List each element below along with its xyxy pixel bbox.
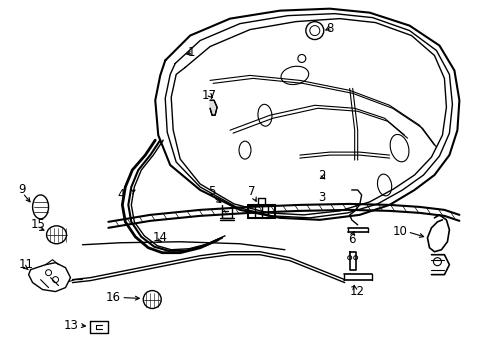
Polygon shape <box>210 100 217 115</box>
Text: 10: 10 <box>392 225 407 238</box>
Text: 17: 17 <box>202 89 217 102</box>
Text: 14: 14 <box>152 231 167 244</box>
Text: 1: 1 <box>188 46 195 59</box>
Text: 11: 11 <box>19 258 34 271</box>
Text: 7: 7 <box>247 185 255 198</box>
Text: 6: 6 <box>347 233 354 246</box>
Text: 2: 2 <box>317 168 325 181</box>
Text: 12: 12 <box>349 285 364 298</box>
Text: 5: 5 <box>208 185 215 198</box>
Text: 15: 15 <box>31 218 45 231</box>
Text: 16: 16 <box>105 291 120 304</box>
Text: 13: 13 <box>63 319 78 332</box>
Text: 3: 3 <box>317 192 325 204</box>
Text: 4: 4 <box>118 188 125 202</box>
Text: 9: 9 <box>19 184 26 197</box>
Text: 8: 8 <box>325 22 332 35</box>
